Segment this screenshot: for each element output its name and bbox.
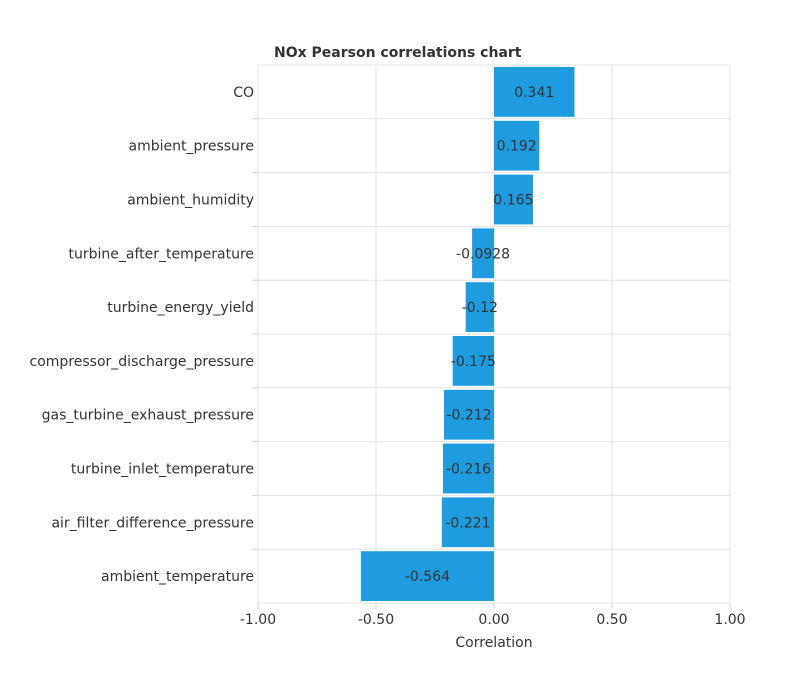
category-label: ambient_pressure: [129, 139, 254, 155]
bar: [441, 497, 494, 548]
category-label: turbine_after_temperature: [69, 246, 255, 262]
x-tick-label: 0.50: [596, 612, 627, 628]
x-tick-label: -1.00: [240, 612, 276, 628]
bar-value-label: -0.175: [451, 354, 496, 370]
bar-value-label: -0.212: [446, 408, 491, 424]
x-tick-label: 1.00: [714, 612, 745, 628]
bar: [443, 389, 494, 440]
chart-title: NOx Pearson correlations chart: [274, 45, 522, 61]
bar: [452, 336, 494, 386]
category-label: air_filter_difference_pressure: [51, 515, 254, 531]
bar-value-label: -0.12: [462, 300, 498, 316]
bar-value-label: 0.341: [514, 85, 554, 101]
x-axis-label: Correlation: [455, 635, 532, 651]
bar-value-label: -0.216: [446, 462, 491, 478]
category-label: turbine_energy_yield: [107, 300, 254, 316]
x-axis-ticks: -1.00 -0.50 0.00 0.50 1.00: [240, 118, 746, 628]
category-label: CO: [233, 85, 254, 101]
x-tick-label: -0.50: [358, 612, 394, 628]
bar-value-label: 0.192: [497, 139, 537, 155]
bars-group: 0.341 0.192 0.165 -0.0928 -0.12 -0.175 -0.212 -…: [360, 67, 575, 601]
bar: [494, 120, 540, 171]
bar: [494, 174, 533, 225]
category-label: ambient_temperature: [101, 569, 254, 585]
bar: [360, 551, 494, 601]
category-label: ambient_humidity: [127, 193, 254, 209]
bar: [443, 443, 494, 494]
bar: [472, 228, 494, 279]
x-tick-label: 0.00: [478, 612, 509, 628]
category-label: turbine_inlet_temperature: [71, 462, 254, 478]
bar: [465, 282, 494, 332]
bar: [494, 67, 575, 117]
bar-value-label: -0.564: [405, 569, 450, 585]
category-label: gas_turbine_exhaust_pressure: [42, 408, 254, 424]
bar-value-label: -0.221: [445, 515, 490, 531]
bar-value-label: -0.0928: [456, 246, 510, 262]
grid-lines: [257, 64, 731, 604]
category-labels: CO ambient_pressure ambient_humidityturbin…: [30, 85, 254, 585]
bar-value-label: 0.165: [493, 193, 533, 209]
category-label: compressor_discharge_pressure: [30, 354, 254, 370]
